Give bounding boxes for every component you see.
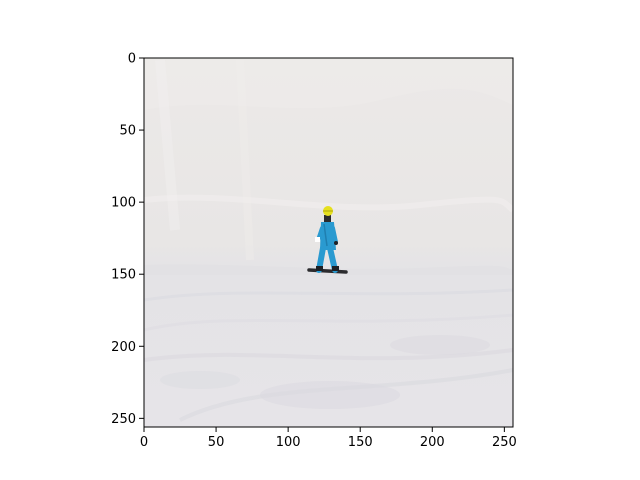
y-tick-label: 0 (128, 52, 136, 67)
y-tick-label: 50 (119, 124, 136, 139)
x-tick-label: 100 (276, 435, 301, 450)
x-axis: 0 50 100 150 200 250 (140, 427, 517, 450)
y-tick-label: 200 (111, 340, 136, 355)
y-axis: 0 50 100 150 200 250 (111, 52, 144, 427)
y-tick-label: 100 (111, 196, 136, 211)
x-tick-label: 200 (420, 435, 445, 450)
x-tick-label: 0 (140, 435, 148, 450)
y-tick-label: 250 (111, 412, 136, 427)
x-tick-label: 250 (492, 435, 517, 450)
x-tick-label: 50 (208, 435, 225, 450)
snowboarder-photo (144, 58, 513, 427)
x-tick-label: 150 (348, 435, 373, 450)
snowboarder (307, 206, 348, 274)
y-tick-label: 150 (111, 268, 136, 283)
axes-frame (143, 57, 514, 428)
